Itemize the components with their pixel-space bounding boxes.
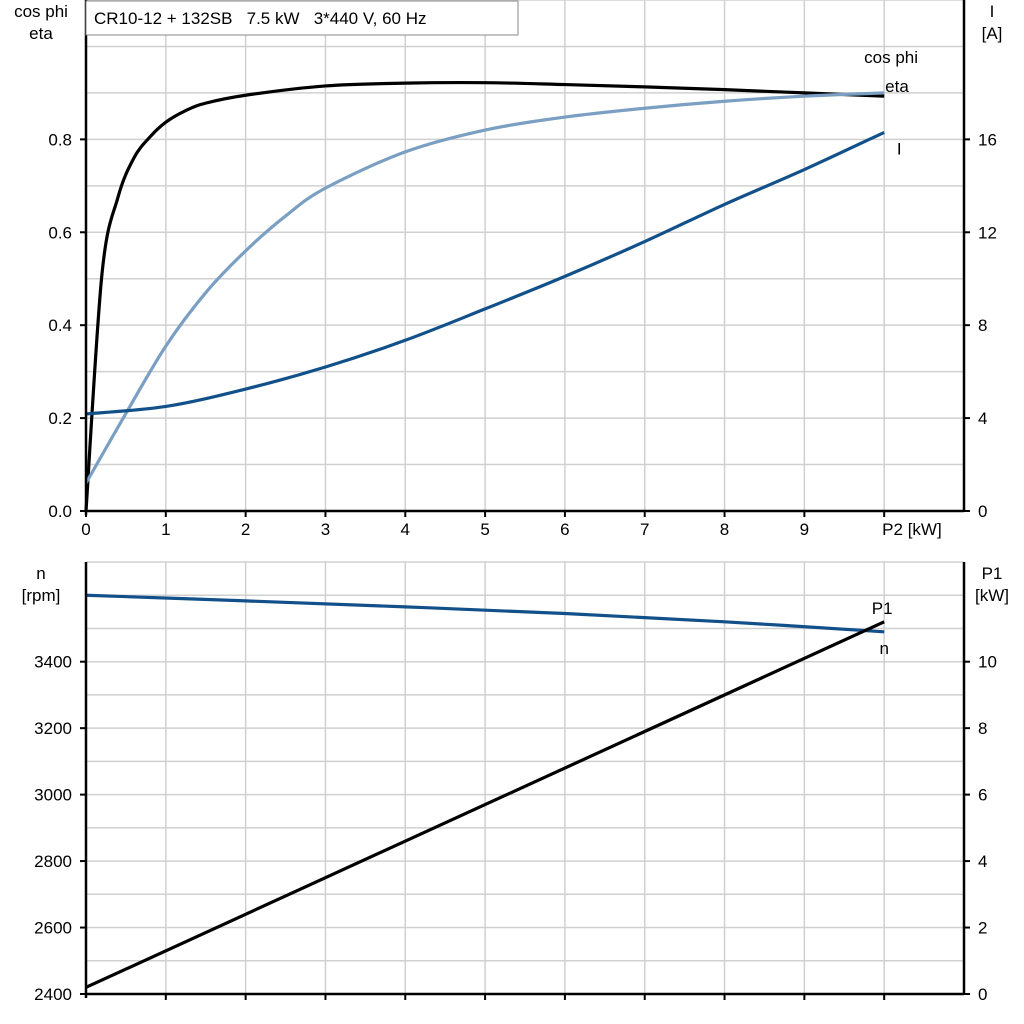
left-tick-label: 2600 bbox=[34, 919, 72, 938]
title-box bbox=[85, 0, 519, 36]
right-tick-label: 2 bbox=[978, 919, 987, 938]
series-label: n bbox=[879, 639, 888, 658]
left-tick-label: 3200 bbox=[34, 719, 72, 738]
x-axis-label: P2 [kW] bbox=[882, 520, 942, 539]
left-tick-label: 2400 bbox=[34, 985, 72, 1004]
left-axis-label: n bbox=[36, 564, 45, 583]
right-axis-label: I bbox=[990, 2, 995, 21]
left-tick-label: 2800 bbox=[34, 852, 72, 871]
left-axis-label: cos phi bbox=[14, 2, 68, 21]
chart-title: CR10-12 + 132SB 7.5 kW 3*440 V, 60 Hz bbox=[94, 9, 426, 28]
left-tick-label: 3000 bbox=[34, 786, 72, 805]
series-label: cos phi bbox=[864, 48, 918, 67]
left-tick-label: 0.2 bbox=[48, 409, 72, 428]
right-tick-label: 16 bbox=[978, 130, 997, 149]
left-tick-label: 0.4 bbox=[48, 316, 72, 335]
x-tick-label: 4 bbox=[401, 520, 410, 539]
x-tick-label: 6 bbox=[560, 520, 569, 539]
right-tick-label: 8 bbox=[978, 316, 987, 335]
right-axis-label: P1 bbox=[982, 564, 1003, 583]
x-tick-label: 2 bbox=[241, 520, 250, 539]
right-tick-label: 4 bbox=[978, 409, 987, 428]
left-tick-label: 3400 bbox=[34, 653, 72, 672]
right-tick-label: 0 bbox=[978, 502, 987, 521]
x-tick-label: 3 bbox=[321, 520, 330, 539]
right-tick-label: 8 bbox=[978, 719, 987, 738]
left-tick-label: 0.6 bbox=[48, 223, 72, 242]
right-axis-label: [kW] bbox=[975, 586, 1009, 605]
right-axis-label: [A] bbox=[982, 24, 1003, 43]
series-label: P1 bbox=[872, 599, 893, 618]
x-tick-label: 0 bbox=[81, 520, 90, 539]
series-line-eta bbox=[84, 80, 885, 512]
series-line-I bbox=[85, 130, 885, 416]
left-tick-label: 0.8 bbox=[48, 130, 72, 149]
series-label: eta bbox=[885, 77, 909, 96]
series-line-cos-phi bbox=[84, 91, 885, 484]
right-tick-label: 12 bbox=[978, 223, 997, 242]
left-axis-label: eta bbox=[29, 24, 53, 43]
x-tick-label: 9 bbox=[800, 520, 809, 539]
series-line-P1 bbox=[85, 620, 885, 989]
series-label: I bbox=[897, 139, 902, 158]
left-tick-label: 0.0 bbox=[48, 502, 72, 521]
left-axis-label: [rpm] bbox=[22, 586, 61, 605]
x-tick-label: 5 bbox=[480, 520, 489, 539]
x-tick-label: 1 bbox=[161, 520, 170, 539]
right-tick-label: 4 bbox=[978, 852, 987, 871]
right-tick-label: 6 bbox=[978, 786, 987, 805]
series-line-n bbox=[85, 593, 885, 634]
right-tick-label: 10 bbox=[978, 653, 997, 672]
right-tick-label: 0 bbox=[978, 985, 987, 1004]
x-tick-label: 7 bbox=[640, 520, 649, 539]
x-tick-label: 8 bbox=[720, 520, 729, 539]
